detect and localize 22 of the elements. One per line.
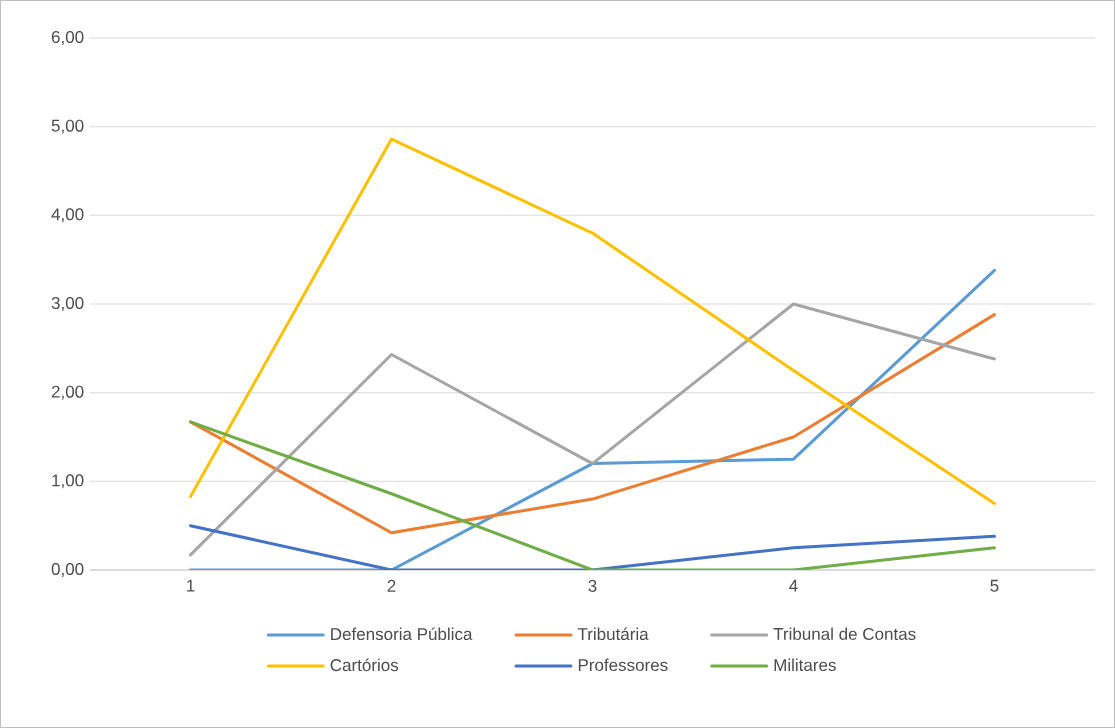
x-tick-label: 3 [588,579,597,592]
y-tick-label: 3,00 [51,296,84,312]
legend-label: Tributária [577,627,649,641]
y-tick-label: 2,00 [51,385,84,400]
legend-label: Defensoria Pública [331,627,473,641]
legend-label: Cartórios [330,658,399,672]
x-tick-label: 4 [789,579,798,592]
y-tick-label: 1,00 [52,474,84,489]
y-tick-label: 5,00 [51,119,84,134]
legend-label: Professores [578,658,668,672]
legend-label: Militares [774,658,836,672]
line-series [189,524,996,570]
line-series [189,137,996,505]
x-tick-label: 1 [187,579,195,592]
y-tick-label: 4,00 [51,208,84,223]
y-tick-label: 0,00 [51,562,84,578]
line-series [189,420,996,570]
x-tick-label: 2 [387,579,396,592]
legend-label: Tribunal de Contas [773,627,916,640]
x-tick-label: 5 [990,579,999,592]
line-series [189,268,996,570]
y-tick-label: 6,00 [51,30,84,46]
